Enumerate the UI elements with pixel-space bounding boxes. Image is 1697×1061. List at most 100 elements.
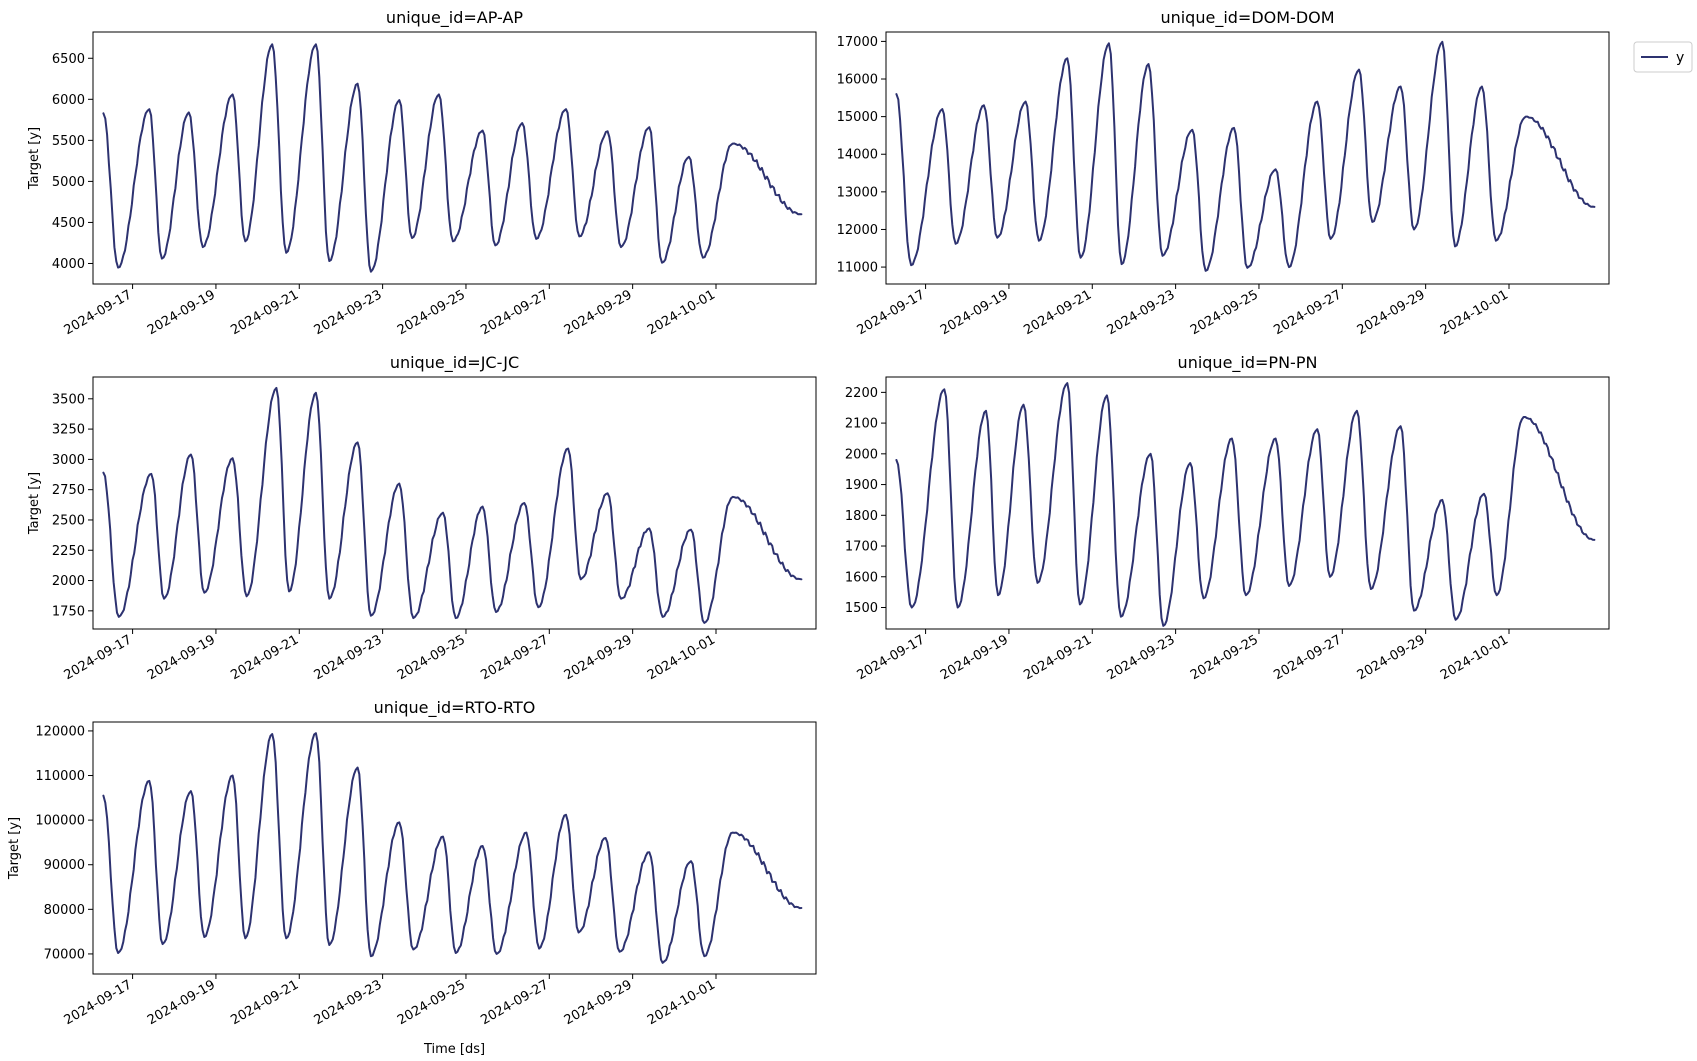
x-tick-label: 2024-09-17: [855, 632, 928, 683]
x-tick-label: 2024-09-29: [562, 977, 635, 1028]
subplot-5: unique_id=RTO-RTO 70000 80000 90000 100000 11…: [7, 698, 817, 1057]
x-tick-label: 2024-10-01: [1438, 287, 1511, 338]
x-tick-label: 2024-09-27: [478, 287, 551, 338]
x-tick-label: 2024-09-19: [145, 632, 218, 683]
subplot-1: unique_id=AP-AP 4000 4500 5000 5500 6000 6500 2…: [27, 8, 817, 338]
x-tick-label: 2024-09-25: [1188, 287, 1261, 338]
series-line-y: [102, 43, 803, 273]
x-tick-label: 2024-09-19: [938, 632, 1011, 683]
y-tick-label: 1800: [845, 509, 878, 524]
y-tick-label: 80000: [44, 903, 85, 918]
subplot-title: unique_id=PN-PN: [1178, 353, 1318, 373]
y-tick-label: 70000: [44, 947, 85, 962]
y-tick-label: 2750: [52, 483, 85, 498]
x-tick-label: 2024-09-23: [1105, 287, 1178, 338]
x-tick-label: 2024-09-23: [312, 632, 385, 683]
y-tick-label: 4000: [52, 257, 85, 272]
x-tick-label: 2024-09-23: [312, 287, 385, 338]
x-tick-label: 2024-09-17: [62, 287, 135, 338]
series-line-y: [102, 732, 803, 964]
subplot-title: unique_id=JC-JC: [390, 353, 519, 373]
x-tick-label: 2024-10-01: [645, 632, 718, 683]
y-tick-label: 90000: [44, 858, 85, 873]
y-tick-label: 1900: [845, 478, 878, 493]
x-tick-label: 2024-10-01: [1438, 632, 1511, 683]
y-tick-label: 1700: [845, 540, 878, 555]
x-tick-label: 2024-09-19: [145, 287, 218, 338]
y-tick-label: 120000: [35, 724, 85, 739]
y-tick-label: 3000: [52, 453, 85, 468]
y-tick-label: 15000: [837, 110, 878, 125]
x-tick-label: 2024-10-01: [645, 977, 718, 1028]
subplot-4: unique_id=PN-PN 1500 1600 1700 1800 1900 2000 2…: [845, 353, 1610, 683]
x-tick-label: 2024-10-01: [645, 287, 718, 338]
x-tick-label: 2024-09-27: [1271, 287, 1344, 338]
x-tick-label: 2024-09-27: [1271, 632, 1344, 683]
axes-frame: [92, 31, 817, 285]
x-tick-label: 2024-09-25: [395, 632, 468, 683]
x-tick-label: 2024-09-19: [938, 287, 1011, 338]
axes-frame: [92, 721, 817, 975]
y-tick-label: 2200: [845, 386, 878, 401]
x-tick-label: 2024-09-25: [395, 977, 468, 1028]
series-line-y: [895, 382, 1596, 627]
x-tick-label: 2024-09-23: [312, 977, 385, 1028]
x-tick-label: 2024-09-23: [1105, 632, 1178, 683]
y-tick-label: 1500: [845, 601, 878, 616]
subplot-2: unique_id=DOM-DOM 11000 12000 13000 14000 150…: [837, 8, 1610, 338]
y-tick-label: 5000: [52, 175, 85, 190]
x-tick-label: 2024-09-17: [855, 287, 928, 338]
y-tick-label: 1600: [845, 570, 878, 585]
series-line-y: [102, 386, 803, 624]
x-tick-label: 2024-09-21: [228, 287, 301, 338]
y-tick-label: 2000: [845, 447, 878, 462]
y-tick-label: 16000: [837, 73, 878, 88]
x-tick-label: 2024-09-21: [1021, 632, 1094, 683]
x-tick-label: 2024-09-27: [478, 632, 551, 683]
x-axis-label: Time [ds]: [423, 1042, 485, 1057]
y-tick-label: 3500: [52, 392, 85, 407]
y-tick-label: 14000: [837, 148, 878, 163]
legend-label: y: [1676, 50, 1684, 66]
y-tick-label: 5500: [52, 134, 85, 149]
x-tick-label: 2024-09-25: [1188, 632, 1261, 683]
y-tick-label: 4500: [52, 216, 85, 231]
series-line-y: [895, 40, 1596, 272]
x-tick-label: 2024-09-29: [1355, 632, 1428, 683]
x-tick-label: 2024-09-25: [395, 287, 468, 338]
y-tick-label: 12000: [837, 223, 878, 238]
y-tick-label: 2250: [52, 544, 85, 559]
subplot-3: unique_id=JC-JC 1750 2000 2250 2500 2750 3000 3…: [27, 353, 817, 683]
y-tick-label: 110000: [35, 769, 85, 784]
y-tick-label: 17000: [837, 35, 878, 50]
y-tick-label: 6500: [52, 52, 85, 67]
y-axis-label: Target [y]: [7, 817, 22, 880]
axes-frame: [885, 376, 1610, 630]
y-tick-label: 6000: [52, 93, 85, 108]
subplot-title: unique_id=AP-AP: [386, 8, 523, 28]
x-tick-label: 2024-09-17: [62, 632, 135, 683]
y-tick-label: 2500: [52, 513, 85, 528]
axes-frame: [92, 376, 817, 630]
subplot-grid: unique_id=AP-AP 4000 4500 5000 5500 6000 6500 2…: [7, 8, 1610, 1057]
x-tick-label: 2024-09-29: [562, 632, 635, 683]
axes-frame: [885, 31, 1610, 285]
x-tick-label: 2024-09-21: [228, 632, 301, 683]
y-tick-label: 2100: [845, 417, 878, 432]
y-tick-label: 3250: [52, 423, 85, 438]
legend: y: [1633, 41, 1693, 73]
y-axis-label: Target [y]: [27, 127, 42, 190]
y-axis-label: Target [y]: [27, 472, 42, 535]
x-tick-label: 2024-09-29: [1355, 287, 1428, 338]
y-tick-label: 13000: [837, 185, 878, 200]
subplot-title: unique_id=RTO-RTO: [374, 698, 536, 718]
y-tick-label: 11000: [837, 261, 878, 276]
subplot-title: unique_id=DOM-DOM: [1160, 8, 1334, 28]
x-tick-label: 2024-09-17: [62, 977, 135, 1028]
x-tick-label: 2024-09-27: [478, 977, 551, 1028]
x-tick-label: 2024-09-21: [228, 977, 301, 1028]
y-tick-label: 100000: [35, 814, 85, 829]
x-tick-label: 2024-09-21: [1021, 287, 1094, 338]
y-tick-label: 1750: [52, 604, 85, 619]
